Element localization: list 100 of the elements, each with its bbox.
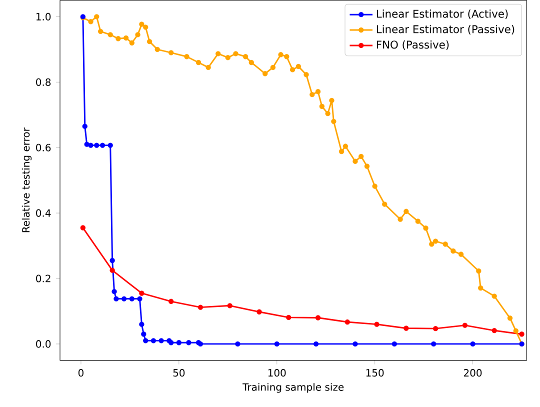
point (304, 72, 309, 78)
point (470, 341, 476, 347)
point (329, 98, 334, 104)
point (315, 89, 321, 94)
point (139, 322, 144, 327)
point (315, 315, 321, 320)
point (352, 158, 358, 164)
x-tick-label: 0 (78, 369, 84, 377)
point (123, 35, 129, 41)
point (338, 148, 344, 154)
point (88, 142, 94, 148)
point (374, 322, 380, 327)
point (382, 202, 388, 207)
point (158, 338, 164, 344)
point (129, 40, 135, 46)
x-tick-label: 50 (173, 369, 185, 377)
point (233, 51, 238, 56)
point (112, 288, 117, 294)
point (98, 28, 104, 34)
point (141, 332, 146, 337)
legend-label: Linear Estimator (Passive) (376, 24, 514, 34)
point (176, 340, 182, 346)
point (274, 341, 280, 347)
point (310, 92, 315, 98)
y-tick-label: 0.2 (36, 274, 50, 282)
point (146, 38, 152, 44)
point (143, 24, 148, 30)
point (84, 142, 90, 147)
point (432, 238, 438, 244)
point (248, 60, 254, 66)
point (290, 67, 296, 72)
point (364, 164, 370, 169)
y-axis-title: Relative testing error (22, 128, 32, 232)
point (121, 296, 127, 302)
point (137, 296, 142, 302)
point (135, 32, 140, 38)
point (286, 314, 292, 320)
point (216, 51, 221, 56)
point (492, 328, 497, 334)
point (342, 144, 348, 149)
point (168, 298, 174, 304)
x-axis-title: Training sample size (242, 383, 344, 393)
point (358, 154, 364, 160)
x-tick-label: 200 (464, 369, 482, 377)
point (110, 268, 115, 273)
point (284, 54, 290, 60)
point (352, 341, 358, 347)
point (94, 142, 100, 148)
point (108, 32, 113, 38)
point (184, 54, 190, 60)
point (256, 309, 262, 314)
point (270, 64, 276, 70)
point (458, 252, 464, 257)
point (235, 341, 240, 347)
point (431, 341, 436, 347)
point (100, 142, 106, 148)
point (278, 52, 284, 58)
y-tick-label: 0.8 (36, 78, 51, 86)
point (432, 326, 438, 332)
point (116, 36, 121, 42)
point (110, 258, 115, 264)
point (476, 268, 482, 274)
point (154, 46, 160, 52)
point (80, 225, 86, 230)
point (404, 326, 409, 331)
point (492, 294, 497, 299)
point (242, 54, 248, 60)
y-tick-label: 0.0 (36, 340, 51, 348)
point (139, 22, 144, 27)
point (450, 248, 456, 254)
point (423, 226, 428, 231)
point (143, 338, 148, 344)
point (227, 303, 232, 308)
point (206, 64, 211, 70)
point (372, 184, 378, 189)
point (129, 296, 135, 302)
point (82, 124, 88, 129)
point (196, 60, 202, 66)
point (319, 104, 325, 109)
point (325, 110, 330, 116)
point (262, 71, 268, 76)
point (150, 338, 156, 344)
point (442, 242, 448, 247)
point (519, 332, 524, 337)
point (139, 290, 144, 296)
point (478, 285, 484, 291)
point (225, 54, 230, 60)
legend-label: Linear Estimator (Active) (376, 10, 508, 20)
point (331, 118, 336, 124)
point (198, 304, 204, 310)
point (429, 242, 434, 247)
point (507, 316, 513, 321)
point (313, 341, 319, 347)
x-tick-label: 150 (366, 369, 384, 377)
x-tick-label: 100 (268, 369, 286, 377)
point (344, 319, 350, 325)
y-tick-label: 0.6 (36, 144, 51, 152)
point (168, 50, 174, 56)
point (398, 216, 403, 222)
y-tick-label: 0.4 (36, 209, 51, 217)
